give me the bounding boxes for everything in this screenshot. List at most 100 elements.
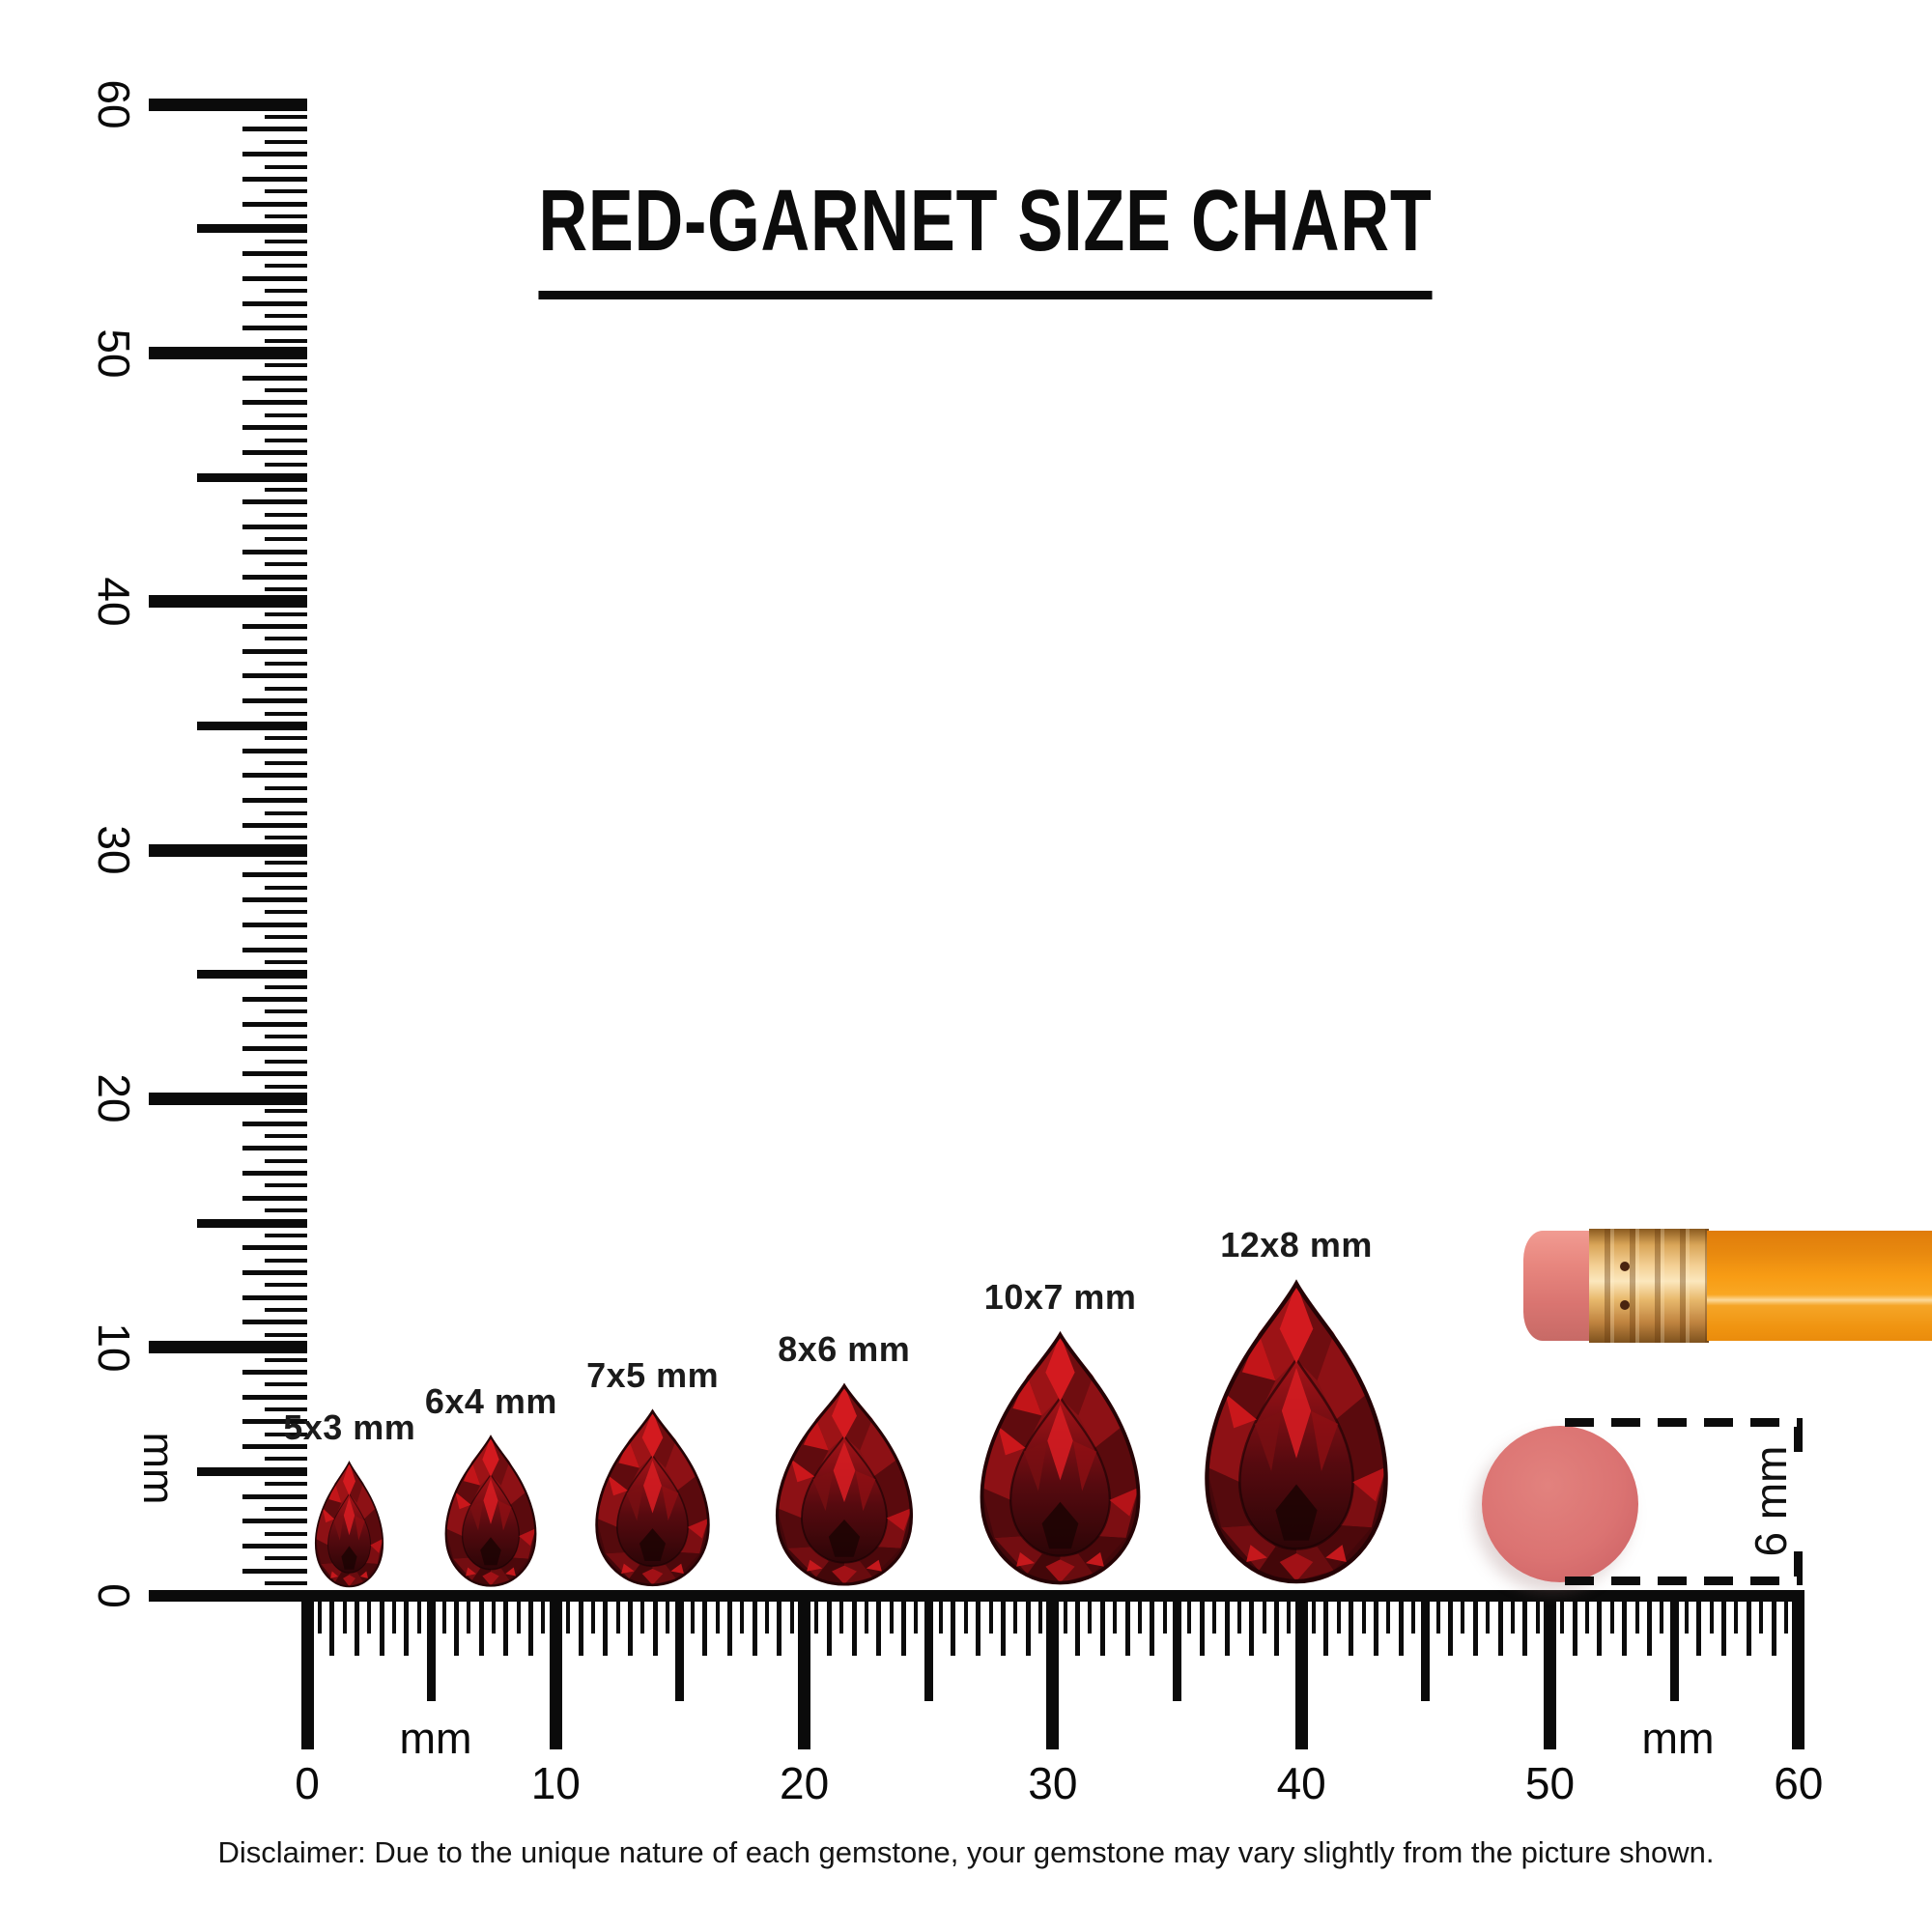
vruler-tick <box>242 176 307 182</box>
vruler-tick <box>242 773 307 779</box>
vruler-tick <box>265 1382 307 1387</box>
hruler-tick <box>1025 1591 1031 1656</box>
vruler-tick <box>265 662 307 667</box>
hruler-tick <box>740 1591 745 1634</box>
vruler-tick <box>242 698 307 704</box>
vruler-tick <box>265 189 307 194</box>
vruler-tick <box>197 224 307 234</box>
pencil-body <box>1707 1231 1932 1341</box>
vruler-tick <box>197 970 307 980</box>
vruler-tick <box>265 463 307 468</box>
vruler-tick <box>265 1183 307 1188</box>
vruler-tick <box>242 574 307 580</box>
hruler-tick <box>1224 1591 1230 1656</box>
vruler-tick <box>265 611 307 616</box>
gem-size-label: 5x3 mm <box>283 1407 416 1447</box>
hruler-tick <box>441 1591 446 1634</box>
vruler-tick <box>265 363 307 368</box>
vruler-tick <box>242 872 307 878</box>
hruler-tick <box>317 1591 322 1634</box>
hruler-tick <box>1150 1591 1155 1656</box>
hruler-tick <box>1792 1591 1805 1749</box>
hruler-tick <box>379 1591 384 1656</box>
hruler-tick <box>1486 1591 1491 1634</box>
vruler-tick <box>149 843 307 857</box>
vruler-tick <box>265 1109 307 1114</box>
hruler-tick <box>1349 1591 1354 1656</box>
pencil-eraser-tip <box>1523 1231 1595 1341</box>
vruler-tick <box>265 1506 307 1511</box>
hruler-tick <box>851 1591 857 1656</box>
vruler-tick <box>242 375 307 381</box>
hruler-tick <box>1386 1591 1391 1634</box>
vruler-tick <box>242 1444 307 1450</box>
pencil <box>1523 1229 1932 1343</box>
vruler-tick <box>242 1394 307 1400</box>
hruler-tick <box>752 1591 757 1656</box>
hruler-tick <box>1746 1591 1751 1656</box>
vruler-tick <box>242 1493 307 1499</box>
hruler-tick <box>1544 1591 1556 1749</box>
gem-size-label: 7x5 mm <box>586 1355 720 1395</box>
hruler-tick <box>702 1591 708 1656</box>
vruler-tick <box>265 239 307 243</box>
vruler-tick <box>265 984 307 989</box>
vruler-number: 60 <box>89 79 139 129</box>
vruler-tick <box>242 1021 307 1027</box>
hruler-tick <box>1373 1591 1378 1656</box>
vruler-tick <box>265 761 307 766</box>
hruler-tick <box>342 1591 347 1634</box>
hruler-tick <box>1063 1591 1067 1634</box>
page-title: RED-GARNET SIZE CHART <box>538 172 1433 299</box>
hruler-tick <box>1560 1591 1565 1634</box>
vruler-tick <box>265 488 307 492</box>
vruler-tick <box>265 1158 307 1163</box>
vruler-tick <box>265 637 307 641</box>
vruler-tick <box>242 425 307 431</box>
hruler-tick <box>1771 1591 1776 1656</box>
hruler-tick <box>914 1591 919 1634</box>
vruler-tick <box>197 1218 307 1228</box>
hruler-tick <box>864 1591 868 1634</box>
vruler-tick <box>265 1581 307 1586</box>
hruler-tick <box>963 1591 968 1634</box>
hruler-unit-label-left: mm <box>399 1714 472 1763</box>
vruler-tick <box>242 1369 307 1375</box>
vruler-tick <box>242 1419 307 1425</box>
vruler-tick <box>265 711 307 716</box>
vruler-tick <box>265 115 307 120</box>
vruler-tick <box>242 673 307 679</box>
hruler-tick <box>715 1591 720 1634</box>
ferrule-rivet-dot <box>1620 1262 1630 1271</box>
vruler-tick <box>265 1258 307 1263</box>
dimension-line-bottom <box>1565 1577 1803 1585</box>
garnet-gem-5x3mm <box>310 1460 388 1590</box>
hruler-tick <box>367 1591 372 1634</box>
hruler-tick <box>1634 1591 1639 1634</box>
vruler-tick <box>242 1519 307 1524</box>
hruler-number: 30 <box>1028 1758 1078 1808</box>
vruler-tick <box>242 1245 307 1251</box>
vruler-tick <box>265 562 307 567</box>
vruler-tick <box>265 1432 307 1436</box>
hruler-tick <box>1435 1591 1440 1634</box>
vruler-tick <box>265 1009 307 1014</box>
vruler-number: 0 <box>89 1583 139 1608</box>
hruler-tick <box>1312 1591 1317 1634</box>
hruler-tick <box>1597 1591 1603 1656</box>
hruler-tick <box>1609 1591 1614 1634</box>
vruler-tick <box>265 686 307 691</box>
vruler-tick <box>265 1035 307 1039</box>
vruler-tick <box>265 736 307 741</box>
hruler-tick <box>453 1591 459 1656</box>
vruler-tick <box>265 164 307 169</box>
hruler-tick <box>1236 1591 1241 1634</box>
vruler-tick <box>265 139 307 144</box>
vruler-tick <box>265 388 307 393</box>
hruler-tick <box>1783 1591 1788 1634</box>
vruler-tick <box>265 1308 307 1313</box>
vruler-tick <box>265 836 307 840</box>
vruler-tick <box>149 347 307 359</box>
hruler-tick <box>354 1591 359 1656</box>
